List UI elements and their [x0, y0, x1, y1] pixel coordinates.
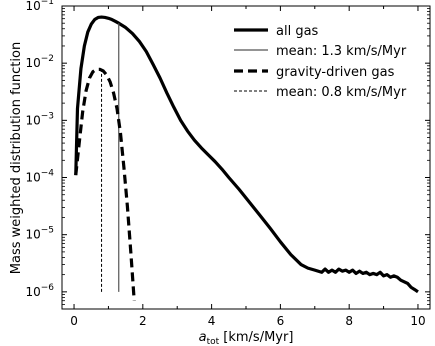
- y-tick-label-exponent: −3: [41, 111, 54, 121]
- y-tick-label-exponent: −5: [41, 226, 54, 236]
- legend-label-1: mean: 1.3 km/s/Myr: [276, 44, 407, 59]
- y-tick-label: 10−5: [25, 226, 54, 242]
- series-line-0: [74, 15, 419, 294]
- y-tick-label-exponent: −2: [41, 54, 54, 64]
- legend-label-3: mean: 0.8 km/s/Myr: [276, 85, 407, 100]
- y-axis: 10−610−510−410−310−210−1: [25, 0, 430, 305]
- y-axis-label: Mass weighted distribution function: [9, 42, 24, 274]
- y-tick-label: 10−1: [25, 0, 54, 13]
- y-tick-label-base: 10: [25, 56, 40, 70]
- x-tick-label: 0: [70, 314, 78, 328]
- y-tick-label-exponent: −1: [41, 0, 54, 7]
- y-tick-label: 10−4: [25, 169, 54, 185]
- x-tick-label: 10: [410, 314, 425, 328]
- y-tick-label-exponent: −4: [41, 169, 55, 179]
- x-axis-label-main: a: [199, 330, 207, 345]
- y-tick-label: 10−3: [25, 111, 54, 127]
- x-tick-label: 8: [345, 314, 353, 328]
- y-tick-label-base: 10: [25, 171, 40, 185]
- y-tick-label-base: 10: [25, 0, 40, 13]
- x-axis-label-units: [km/s/Myr]: [219, 330, 293, 345]
- legend: all gas mean: 1.3 km/s/Myr gravity-driven …: [234, 24, 407, 100]
- series-line-2: [74, 67, 136, 301]
- y-tick-label: 10−2: [25, 54, 54, 70]
- legend-label-2: gravity-driven gas: [276, 65, 395, 80]
- y-tick-label-base: 10: [25, 228, 40, 242]
- y-tick-label-base: 10: [25, 113, 40, 127]
- x-tick-label: 2: [139, 314, 147, 328]
- x-axis: 0 2 4 6 8 10: [70, 6, 426, 328]
- x-axis-label: atot [km/s/Myr]: [199, 330, 294, 346]
- y-tick-label-base: 10: [25, 285, 40, 299]
- legend-label-0: all gas: [276, 24, 319, 39]
- y-tick-label-exponent: −6: [41, 283, 55, 293]
- x-tick-label: 4: [208, 314, 216, 328]
- y-tick-label: 10−6: [25, 283, 54, 299]
- x-axis-label-subscript: tot: [207, 337, 220, 346]
- series-layer: [74, 15, 419, 301]
- x-tick-label: 6: [277, 314, 285, 328]
